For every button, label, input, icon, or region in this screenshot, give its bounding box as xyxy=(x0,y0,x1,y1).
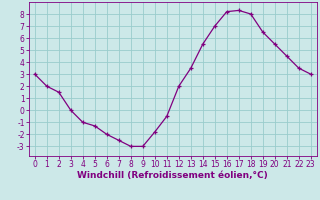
X-axis label: Windchill (Refroidissement éolien,°C): Windchill (Refroidissement éolien,°C) xyxy=(77,171,268,180)
